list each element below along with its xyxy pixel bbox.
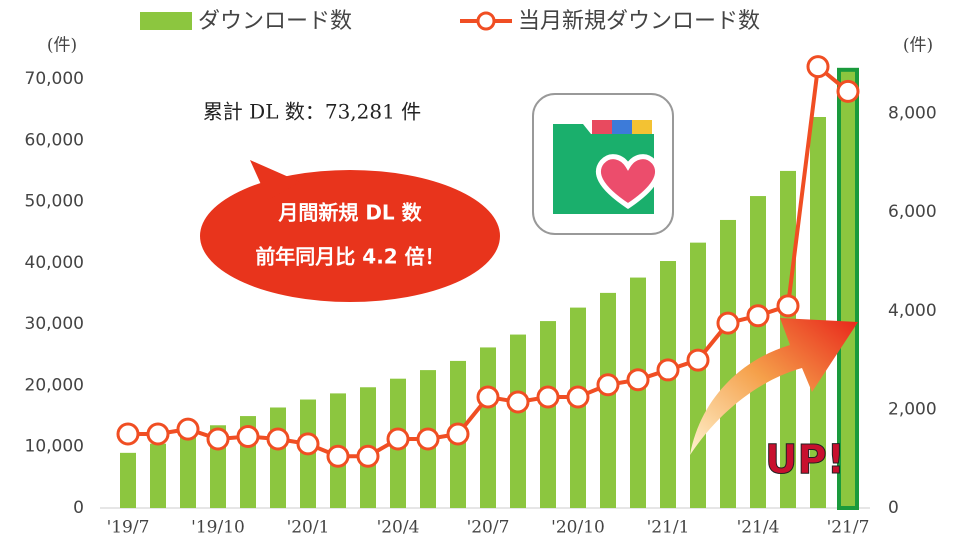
y-tick-label: 0 (73, 498, 84, 518)
y2-tick-label: 2,000 (888, 399, 937, 419)
bar (750, 196, 766, 508)
x-tick-label: '20/10 (551, 518, 605, 538)
y-tick-label: 20,000 (25, 375, 84, 395)
line-marker (598, 375, 618, 395)
bar (120, 453, 136, 508)
legend-label: 当月新規ダウンロード数 (518, 9, 760, 34)
line-marker (658, 360, 678, 380)
x-tick-label: '20/7 (467, 518, 510, 538)
bar (540, 321, 556, 508)
line-marker (628, 370, 648, 390)
bar (660, 261, 676, 508)
y-tick-label: 60,000 (25, 130, 84, 150)
y2-tick-label: 8,000 (888, 104, 937, 124)
y-tick-label: 40,000 (25, 253, 84, 273)
callout-line: 月間新規 DL 数 (277, 201, 422, 225)
bar (180, 434, 196, 508)
x-tick-label: '21/4 (737, 518, 780, 538)
line-marker (418, 429, 438, 449)
y-tick-label: 30,000 (25, 314, 84, 334)
y-tick-label: 10,000 (25, 437, 84, 457)
legend-label: ダウンロード数 (198, 9, 352, 34)
up-arrow: UP! (690, 318, 858, 483)
line-marker (388, 429, 408, 449)
line-marker (778, 296, 798, 316)
x-tick-label: '20/1 (287, 518, 330, 538)
line-marker (538, 387, 558, 407)
line-marker (478, 387, 498, 407)
line-marker (118, 424, 138, 444)
right-unit: (件) (903, 36, 933, 56)
app-icon (533, 94, 673, 234)
bar (480, 347, 496, 508)
line-marker (358, 446, 378, 466)
line-marker (718, 313, 738, 333)
line-marker (838, 81, 858, 101)
bar (720, 220, 736, 508)
line-marker (748, 306, 768, 326)
annotation: 累計 DL 数：73,281 件 (203, 100, 421, 124)
bar (600, 293, 616, 508)
y2-tick-label: 4,000 (888, 301, 937, 321)
bar (150, 444, 166, 508)
bar (510, 335, 526, 508)
legend-swatch (478, 13, 494, 29)
badge: UP! (765, 437, 845, 483)
line-marker (688, 350, 708, 370)
line-marker (148, 424, 168, 444)
line-marker (298, 434, 318, 454)
line-marker (268, 429, 288, 449)
legend-swatch (140, 12, 192, 30)
bar (270, 407, 286, 508)
line-marker (508, 392, 528, 412)
line-marker (238, 427, 258, 447)
y-tick-label: 70,000 (25, 69, 84, 89)
y-tick-label: 50,000 (25, 192, 84, 212)
left-unit: (件) (47, 36, 77, 56)
line-marker (568, 387, 588, 407)
callout-bubble: 月間新規 DL 数 前年同月比 4.2 倍！ (200, 160, 500, 302)
chart: (件) (件) 累計 DL 数：73,281 件 月間新規 DL 数 前年同月比… (0, 0, 954, 549)
line-marker (208, 429, 228, 449)
y2-tick-label: 0 (888, 498, 899, 518)
line-marker (328, 446, 348, 466)
x-tick-label: '20/4 (377, 518, 420, 538)
line-marker (808, 57, 828, 77)
bar (690, 243, 706, 508)
y2-tick-label: 6,000 (888, 202, 937, 222)
line-marker (178, 419, 198, 439)
x-tick-label: '19/10 (191, 518, 245, 538)
x-tick-label: '21/7 (827, 518, 870, 538)
x-tick-label: '21/1 (647, 518, 690, 538)
line-marker (448, 424, 468, 444)
x-tick-label: '19/7 (107, 518, 150, 538)
callout-line: 前年同月比 4.2 倍！ (255, 245, 444, 269)
bar (630, 278, 646, 508)
